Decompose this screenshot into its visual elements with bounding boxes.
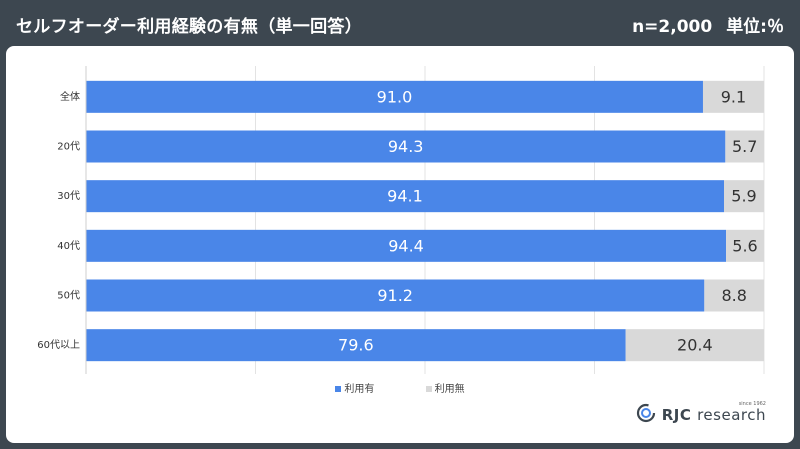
sample-size: n=2,000	[632, 17, 713, 37]
data-label-unused: 20.4	[677, 336, 713, 355]
data-label-unused: 9.1	[721, 87, 746, 106]
chart-header: セルフオーダー利用経験の有無（単一回答） n=2,000 単位:％	[0, 0, 800, 46]
legend-item-unused: 利用無	[425, 380, 465, 395]
bar-used	[86, 80, 703, 113]
bar-used	[86, 130, 726, 163]
bar-unused	[702, 80, 764, 113]
data-label-used: 94.3	[388, 137, 424, 156]
category-label: 20代	[57, 141, 80, 153]
brand-name: RJC research	[662, 408, 766, 423]
data-label-unused: 5.7	[732, 137, 757, 156]
legend-swatch-unused	[425, 386, 432, 392]
bar-unused	[704, 279, 764, 312]
data-label-unused: 8.8	[721, 286, 746, 305]
data-label-used: 94.4	[388, 236, 424, 255]
brand-text: since 1962 RJC research	[662, 402, 766, 423]
bar-unused	[725, 130, 764, 163]
bar-used	[86, 329, 626, 362]
data-label-unused: 5.9	[731, 187, 756, 206]
chart-meta: n=2,000 単位:％	[632, 12, 784, 37]
category-label: 60代以上	[37, 339, 80, 351]
category-label: 全体	[60, 90, 80, 103]
category-label: 30代	[57, 190, 80, 202]
data-label-used: 91.2	[377, 286, 413, 305]
bar-used	[86, 279, 705, 312]
legend-swatch-used	[335, 386, 342, 392]
brand-since: since 1962	[738, 401, 766, 407]
unit-label: 単位:％	[726, 17, 784, 37]
bar-used	[86, 229, 727, 262]
data-label-used: 94.1	[387, 187, 423, 206]
category-label: 40代	[57, 240, 80, 252]
data-label-unused: 5.6	[732, 236, 757, 255]
data-label-used: 79.6	[338, 336, 374, 355]
legend-label-unused: 利用無	[434, 384, 465, 395]
legend-label-used: 利用有	[344, 384, 375, 395]
rjc-logo-icon	[636, 403, 655, 422]
chart-legend: 利用有 利用無	[0, 380, 800, 395]
brand-name-bold: RJC	[661, 406, 692, 424]
bar-used	[86, 180, 724, 213]
brand-name-light: research	[697, 406, 766, 424]
data-label-used: 91.0	[377, 87, 413, 106]
category-label: 50代	[57, 290, 80, 302]
brand-logo: since 1962 RJC research	[636, 402, 766, 423]
bar-unused	[723, 180, 764, 213]
bar-unused	[625, 329, 764, 362]
bar-unused	[726, 229, 764, 262]
chart-title: セルフオーダー利用経験の有無（単一回答）	[16, 17, 362, 37]
legend-item-used: 利用有	[335, 380, 374, 395]
